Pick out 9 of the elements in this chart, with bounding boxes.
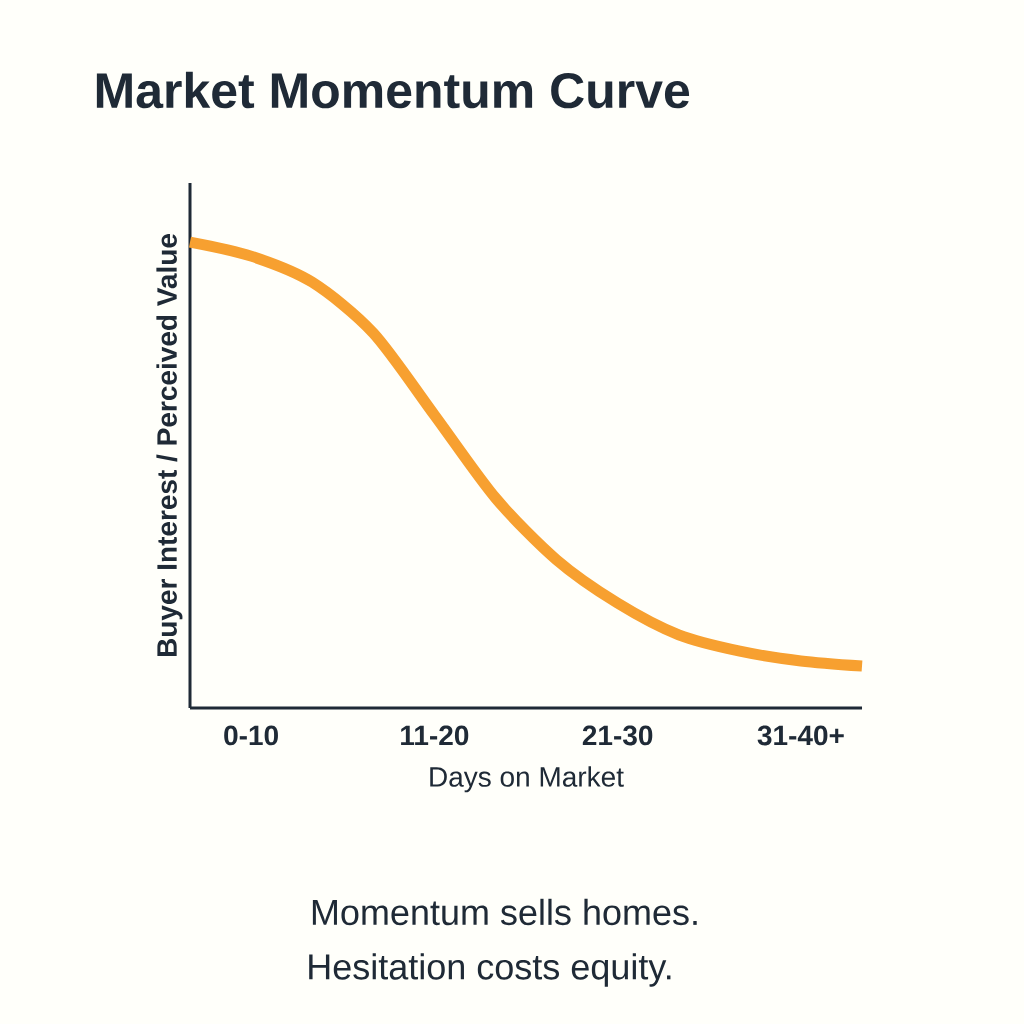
x-tick-label: 21-30 bbox=[582, 725, 653, 746]
x-axis-title: Days on Market bbox=[430, 766, 624, 793]
chart-title: Market Momentum Curve bbox=[96, 71, 690, 109]
y-axis-title: Buyer Interest / Perceived Value bbox=[156, 234, 183, 657]
x-tick-label: 31-40+ bbox=[757, 725, 844, 746]
x-tick-label: 0-10 bbox=[224, 725, 278, 746]
text: Hesitation costs equity. bbox=[309, 953, 671, 987]
x-tick-label: 11-20 bbox=[401, 725, 469, 746]
text: Momentum sells homes. bbox=[312, 898, 697, 926]
